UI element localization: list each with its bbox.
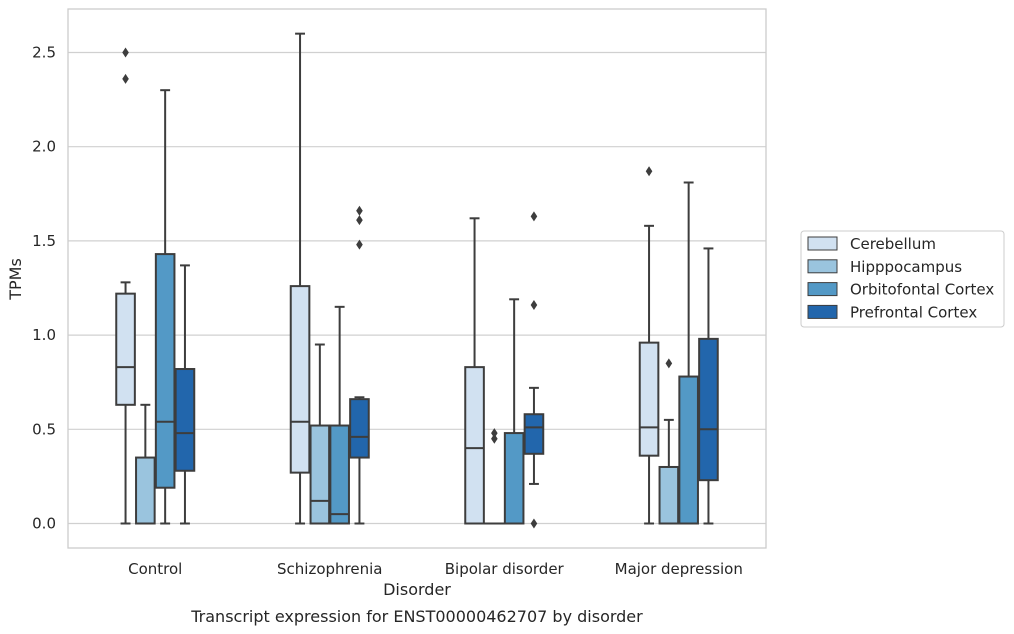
outlier-point — [356, 205, 363, 216]
outlier-point — [491, 433, 498, 444]
box — [309, 424, 331, 525]
legend-swatch — [807, 236, 838, 251]
box — [678, 375, 699, 525]
outlier-point — [122, 73, 129, 84]
chart-caption: Transcript expression for ENST0000046270… — [190, 607, 643, 626]
y-tick-label: 1.0 — [32, 326, 56, 344]
y-axis-label: TPMs — [6, 258, 25, 301]
outlier-point — [122, 47, 129, 58]
legend-swatch — [807, 259, 838, 274]
x-axis-ticks: Control Schizophrenia Bipolar disorder Majo… — [128, 560, 743, 578]
y-axis-ticks: 0.0 0.5 1.0 1.5 2.0 2.5 — [32, 44, 56, 533]
outlier-point — [645, 166, 653, 177]
box — [503, 432, 525, 525]
x-tick-label: Major depression — [615, 560, 743, 578]
box — [115, 292, 136, 406]
plot-frame — [67, 8, 767, 549]
legend: Cerebellum Hipppocampus Orbitofontal Corte… — [800, 230, 1005, 328]
legend-label: Orbitofontal Cortex — [850, 281, 994, 299]
legend-label: Prefrontal Cortex — [850, 303, 977, 321]
y-tick-label: 2.5 — [32, 44, 56, 62]
box — [658, 465, 680, 525]
legend-items: Cerebellum Hipppocampus Orbitofontal Corte… — [807, 235, 994, 321]
outlier-point — [356, 239, 363, 250]
y-tick-label: 1.5 — [32, 232, 56, 250]
box — [523, 413, 545, 455]
box — [638, 341, 660, 457]
legend-label: Cerebellum — [850, 235, 936, 253]
outlier-point — [530, 299, 538, 310]
x-tick-label: Schizophrenia — [277, 560, 382, 578]
x-tick-label: Bipolar disorder — [445, 560, 565, 578]
outlier-point — [491, 428, 498, 439]
x-axis-label: Disorder — [383, 580, 451, 599]
box — [174, 368, 196, 472]
outlier-point — [530, 211, 538, 222]
legend-swatch — [807, 282, 838, 297]
box — [135, 456, 156, 525]
box — [464, 366, 485, 525]
y-tick-label: 0.0 — [32, 515, 56, 533]
box-plot-area — [115, 32, 719, 529]
x-tick-label: Control — [128, 560, 182, 578]
legend-swatch — [807, 304, 838, 319]
box — [329, 424, 350, 525]
y-tick-label: 0.5 — [32, 420, 56, 438]
y-tick-label: 2.0 — [32, 138, 56, 156]
legend-frame — [800, 230, 1005, 328]
box — [289, 285, 311, 474]
outlier-point — [356, 215, 363, 226]
box — [349, 398, 370, 459]
outlier-point — [665, 358, 673, 369]
legend-label: Hipppocampus — [850, 258, 962, 276]
box — [698, 337, 719, 482]
outlier-point — [530, 518, 538, 529]
box — [154, 253, 176, 489]
